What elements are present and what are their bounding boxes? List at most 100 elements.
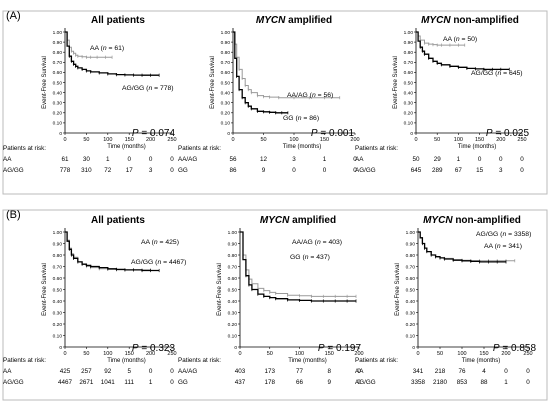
x-tick-label: 250 — [517, 137, 526, 143]
risk-row-name: AG/GG — [355, 379, 376, 386]
risk-header: Patients at risk: — [3, 357, 46, 364]
x-tick-label: 0 — [416, 351, 419, 357]
series-label-pre: AG/GG ( — [471, 70, 498, 77]
risk-value: 289 — [432, 167, 443, 174]
series-label-pre: AA ( — [443, 36, 457, 43]
series-label-post: = 3358) — [506, 231, 531, 238]
risk-value: 310 — [81, 167, 92, 174]
x-tick-label: 150 — [320, 137, 329, 143]
risk-value: 1 — [106, 156, 110, 163]
x-tick-label: 50 — [437, 351, 443, 357]
series-label-pre: AG/GG ( — [131, 259, 158, 266]
x-tick-label: 150 — [125, 137, 134, 143]
x-tick-label: 200 — [354, 351, 363, 357]
risk-value: 178 — [264, 379, 275, 386]
risk-value: 30 — [83, 156, 91, 163]
y-tick-label: 0.10 — [221, 121, 231, 127]
y-tick-label: 0.90 — [406, 241, 416, 247]
series-label-n: n — [148, 85, 152, 92]
y-tick-label: 0.80 — [221, 50, 231, 56]
series-label-pre: AG/GG ( — [122, 85, 149, 92]
risk-value: 0 — [170, 167, 174, 174]
series-label: AA/AG (n = 56) — [287, 92, 333, 99]
y-tick-label: 0 — [412, 345, 415, 351]
x-tick-label: 200 — [146, 137, 155, 143]
y-tick-label: 0.10 — [53, 121, 63, 127]
series-label-n: n — [497, 70, 501, 77]
km-curve-second — [65, 231, 160, 272]
x-tick-label: 250 — [523, 351, 532, 357]
y-tick-label: 0.30 — [53, 101, 63, 107]
risk-value: 3 — [149, 167, 153, 174]
series-label-post: = 86) — [302, 115, 320, 122]
y-tick-label: 0 — [59, 131, 62, 137]
risk-header: Patients at risk: — [3, 145, 46, 152]
y-tick-label: 0.30 — [221, 101, 231, 107]
risk-value: 56 — [229, 156, 237, 163]
series-label-pre: AG/GG ( — [476, 231, 503, 238]
risk-value: 853 — [457, 379, 468, 386]
y-tick-label: 0.50 — [406, 287, 416, 293]
y-axis-label: Event-Free Survival — [393, 56, 399, 109]
y-tick-label: 0.60 — [221, 70, 231, 76]
x-tick-label: 0 — [231, 137, 234, 143]
y-axis-label: Event-Free Survival — [42, 263, 48, 316]
km-curve-second — [416, 31, 510, 71]
x-tick-label: 0 — [414, 137, 417, 143]
y-tick-label: 0.20 — [53, 322, 63, 328]
series-label-post: = 403) — [321, 239, 342, 246]
series-label-n: n — [456, 36, 460, 43]
risk-value: 0 — [292, 167, 296, 174]
chart-title: All patients — [91, 215, 145, 226]
series-label-n: n — [502, 231, 506, 238]
series-label-post: = 50) — [460, 36, 478, 43]
y-tick-label: 0.80 — [406, 253, 416, 259]
y-tick-label: 1.00 — [404, 30, 414, 36]
risk-value: 3 — [292, 156, 296, 163]
chart-title-rest: non-amplified — [451, 15, 519, 26]
km-chart-3: MYCN non-amplified 0 0.10 0.20 0.30 0.40 0.50 0… — [355, 15, 529, 174]
x-tick-label: 200 — [146, 351, 155, 357]
y-tick-label: 0.70 — [53, 60, 63, 66]
risk-value: 403 — [235, 368, 246, 375]
series-label-n: n — [312, 92, 316, 99]
risk-value: 61 — [61, 156, 69, 163]
y-tick-label: 0.30 — [404, 101, 414, 107]
x-tick-label: 0 — [238, 351, 241, 357]
risk-row-name: AG/GG — [3, 379, 24, 386]
p-value: P = 0.001 — [311, 128, 355, 139]
y-tick-label: 0.10 — [404, 121, 414, 127]
km-chart-5: MYCN amplified 0 0.10 0.20 0.30 0.40 0.50 0.60 0… — [178, 215, 364, 386]
y-tick-label: 0 — [59, 345, 62, 351]
risk-row-name: AA — [3, 156, 12, 163]
series-label-n: n — [154, 239, 158, 246]
y-tick-label: 0.20 — [228, 322, 238, 328]
series-label-n: n — [317, 239, 321, 246]
risk-header: Patients at risk: — [178, 145, 221, 152]
risk-value: 72 — [104, 167, 112, 174]
series-label: AA/AG (n = 403) — [292, 239, 342, 246]
x-tick-label: 150 — [475, 137, 484, 143]
risk-value: 0 — [526, 379, 530, 386]
y-tick-label: 1.00 — [53, 230, 63, 236]
risk-value: 778 — [60, 167, 71, 174]
risk-value: 0 — [520, 156, 524, 163]
x-axis-label: Time (months) — [288, 358, 326, 364]
chart-title: MYCN amplified — [256, 15, 332, 26]
y-tick-label: 0.70 — [221, 60, 231, 66]
risk-value: 5 — [127, 368, 131, 375]
series-label-post: = 778) — [152, 85, 173, 92]
p-value: P = 0.197 — [318, 343, 362, 354]
risk-value: 92 — [104, 368, 112, 375]
chart-title-rest: non-amplified — [453, 215, 521, 226]
series-label-post: = 56) — [316, 92, 334, 99]
y-tick-label: 0.90 — [221, 40, 231, 46]
y-tick-label: 0.60 — [228, 276, 238, 282]
series-label: AA (n = 50) — [443, 36, 477, 43]
y-tick-label: 0.70 — [406, 264, 416, 270]
risk-value: 0 — [520, 167, 524, 174]
y-axis-label: Event-Free Survival — [217, 263, 223, 316]
y-tick-label: 0.20 — [53, 111, 63, 117]
chart-title-gene: MYCN — [421, 15, 451, 26]
